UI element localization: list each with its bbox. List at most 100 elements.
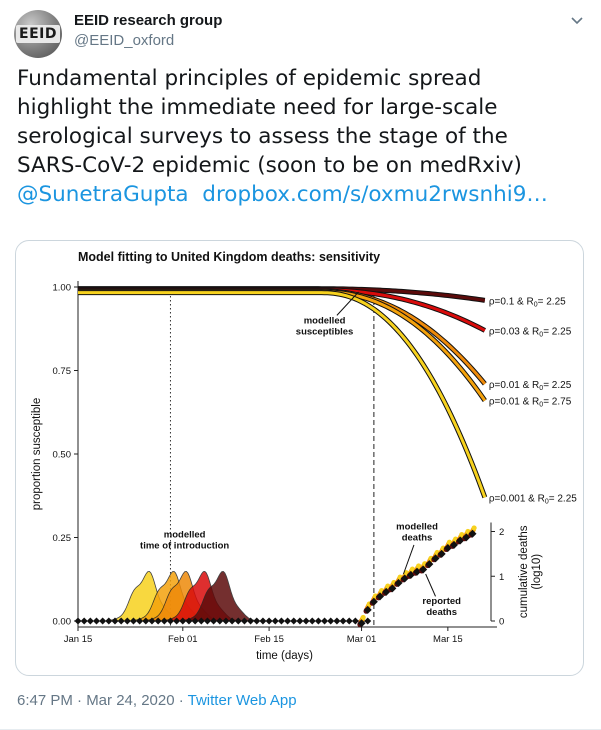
reported-death-marker bbox=[222, 617, 230, 625]
x-axis-label: time (days) bbox=[256, 650, 313, 662]
y-tick-label: 0.00 bbox=[53, 617, 72, 628]
tweet-text: Fundamental principles of epidemic sprea… bbox=[17, 64, 587, 209]
chart-title: Model fitting to United Kingdom deaths: … bbox=[78, 250, 380, 264]
annotation-modelled-deaths: modelled bbox=[396, 521, 438, 532]
reported-death-marker bbox=[99, 617, 107, 625]
series-label: ρ=0.03 & R0= 2.25 bbox=[489, 326, 572, 338]
reported-death-marker bbox=[111, 617, 119, 625]
reported-death-marker bbox=[129, 617, 137, 625]
series-label-subscript: 0 bbox=[539, 331, 543, 338]
reported-death-marker bbox=[345, 617, 353, 625]
tweet-text-line: SARS-CoV-2 epidemic (soon to be on medRx… bbox=[17, 153, 522, 178]
reported-death-marker bbox=[376, 592, 385, 601]
reported-death-marker bbox=[203, 617, 211, 625]
modelled-death-point bbox=[459, 532, 465, 538]
author-avatar[interactable]: EEID bbox=[14, 10, 62, 58]
url-link[interactable]: dropbox.com/s/oxmu2rwsnhi9… bbox=[202, 182, 548, 207]
reported-death-marker bbox=[406, 570, 415, 579]
series-label: ρ=0.001 & R0= 2.25 bbox=[489, 493, 577, 505]
reported-death-marker bbox=[425, 560, 434, 569]
x-tick-label: Mar 15 bbox=[433, 634, 463, 645]
reported-death-marker bbox=[468, 529, 477, 538]
annotation-modelled-deaths: deaths bbox=[402, 532, 433, 543]
annotation-reported-deaths: deaths bbox=[426, 607, 457, 618]
reported-death-marker bbox=[173, 617, 181, 625]
reported-death-marker bbox=[382, 587, 391, 596]
series-label-value: = 2.25 bbox=[538, 296, 567, 307]
x-tick-label: Feb 01 bbox=[168, 634, 198, 645]
reported-death-marker bbox=[394, 578, 403, 587]
annotation-reported-deaths: reported bbox=[422, 596, 461, 607]
series-label-value: = 2.25 bbox=[543, 326, 572, 337]
reported-death-marker bbox=[117, 617, 125, 625]
reported-death-marker bbox=[302, 617, 310, 625]
reported-death-marker bbox=[259, 617, 267, 625]
tweet-text-line: serological surveys to assess the stage … bbox=[17, 124, 508, 149]
series-label-subscript: 0 bbox=[539, 385, 543, 392]
x-tick-label: Feb 15 bbox=[254, 634, 284, 645]
annotation-introduction: modelled bbox=[164, 530, 206, 541]
reported-death-marker bbox=[431, 554, 440, 563]
y2-axis-label: (log10) bbox=[531, 554, 543, 590]
reported-death-marker bbox=[86, 617, 94, 625]
x-tick-label: Mar 01 bbox=[347, 634, 377, 645]
author-name[interactable]: EEID research group bbox=[74, 12, 223, 29]
y-axis-label: proportion susceptible bbox=[31, 398, 43, 511]
tweet-meta: 6:47 PM · Mar 24, 2020 · Twitter Web App bbox=[17, 692, 297, 709]
series-label-subscript: 0 bbox=[545, 498, 549, 505]
series-label-value: = 2.75 bbox=[543, 397, 572, 408]
y-tick-label: 0.75 bbox=[53, 366, 72, 377]
reported-death-marker bbox=[80, 617, 88, 625]
chart-image-card[interactable]: Model fitting to United Kingdom deaths: … bbox=[15, 240, 584, 676]
reported-death-marker bbox=[364, 617, 372, 625]
reported-death-marker bbox=[179, 617, 187, 625]
reported-death-marker bbox=[234, 617, 242, 625]
reported-death-marker bbox=[308, 617, 316, 625]
reported-death-marker bbox=[450, 540, 459, 549]
reported-death-marker bbox=[314, 617, 322, 625]
reported-death-marker bbox=[154, 617, 162, 625]
reported-death-marker bbox=[363, 605, 372, 614]
reported-death-marker bbox=[105, 617, 113, 625]
modelled-death-point bbox=[471, 525, 477, 531]
reported-death-marker bbox=[413, 567, 422, 576]
timestamp[interactable]: 6:47 PM · Mar 24, 2020 · bbox=[17, 692, 188, 709]
series-label-value: = 2.25 bbox=[549, 493, 578, 504]
annotation-arrow bbox=[336, 291, 359, 316]
reported-death-marker bbox=[321, 617, 329, 625]
more-options-chevron-icon[interactable] bbox=[568, 12, 586, 30]
y2-tick-label: 1 bbox=[499, 572, 504, 583]
reported-death-marker bbox=[148, 617, 156, 625]
reported-death-marker bbox=[136, 617, 144, 625]
annotation-susceptibles: modelled bbox=[304, 316, 346, 327]
reported-death-marker bbox=[327, 617, 335, 625]
reported-death-marker bbox=[419, 565, 428, 574]
y-tick-label: 1.00 bbox=[53, 283, 72, 294]
reported-death-marker bbox=[284, 617, 292, 625]
series-label-subscript: 0 bbox=[539, 402, 543, 409]
reported-death-marker bbox=[271, 617, 279, 625]
reported-death-marker bbox=[197, 617, 205, 625]
annotation-susceptibles: susceptibles bbox=[296, 327, 354, 338]
series-label: ρ=0.1 & R0= 2.25 bbox=[489, 296, 566, 308]
series-label-subscript: 0 bbox=[534, 301, 538, 308]
susceptible-curve-outline bbox=[78, 289, 487, 402]
x-tick-label: Jan 15 bbox=[64, 634, 93, 645]
source-app-link[interactable]: Twitter Web App bbox=[187, 692, 297, 709]
reported-death-marker bbox=[228, 617, 236, 625]
susceptible-curve bbox=[78, 290, 487, 402]
avatar-logo-text: EEID bbox=[16, 25, 60, 43]
reported-death-marker bbox=[437, 549, 446, 558]
reported-death-marker bbox=[296, 617, 304, 625]
reported-death-marker bbox=[216, 617, 224, 625]
reported-death-marker bbox=[123, 617, 131, 625]
reported-death-marker bbox=[388, 584, 397, 593]
mention-link[interactable]: @SunetraGupta bbox=[17, 182, 189, 207]
reported-death-marker bbox=[247, 617, 255, 625]
annotation-arrow bbox=[425, 573, 436, 597]
author-handle[interactable]: @EEID_oxford bbox=[74, 32, 175, 49]
reported-death-marker bbox=[351, 617, 359, 625]
annotation-arrow bbox=[402, 544, 415, 575]
series-label: ρ=0.01 & R0= 2.25 bbox=[489, 380, 572, 392]
y2-axis-label: cumulative deaths bbox=[518, 525, 530, 618]
